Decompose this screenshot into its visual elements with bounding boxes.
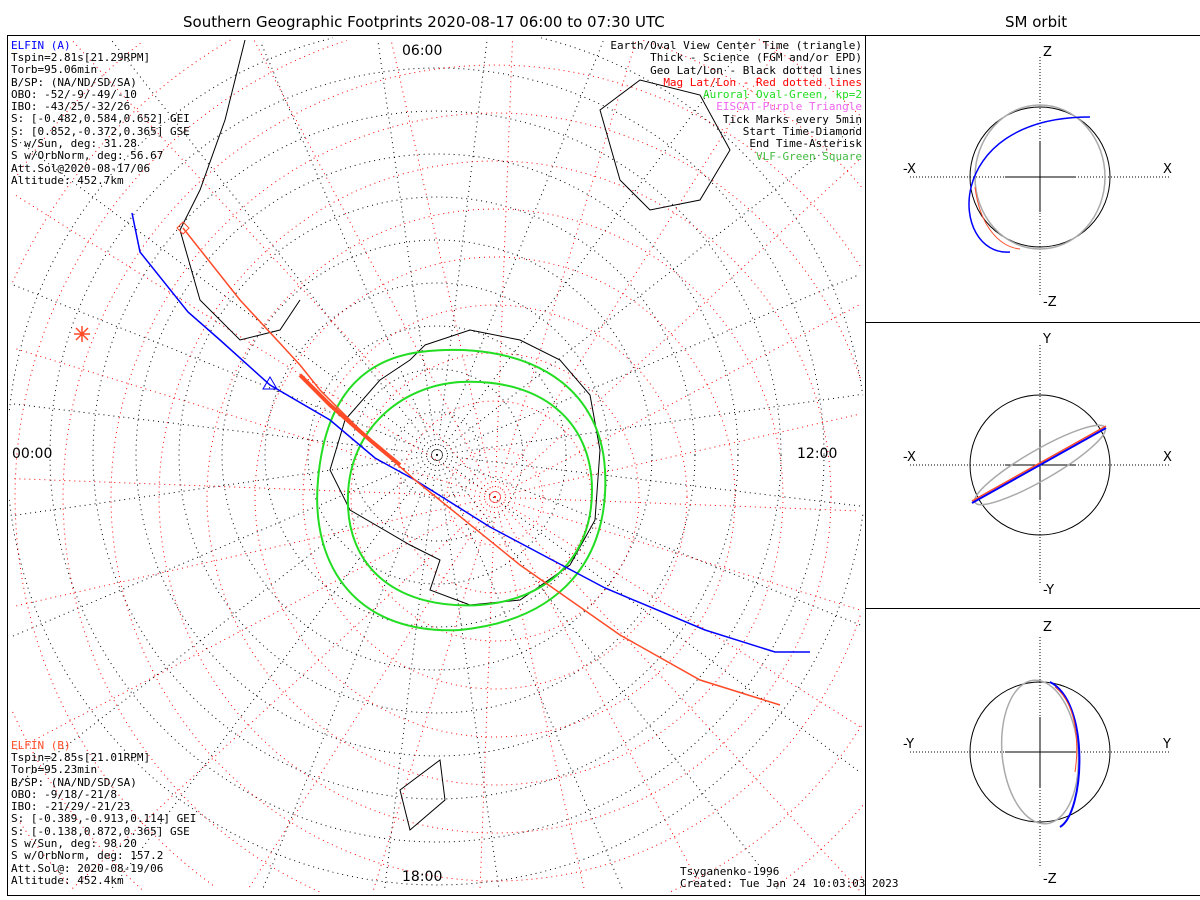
panel3-right: Y <box>1163 737 1171 752</box>
elfin-a-info-line: Altitude: 452.7km <box>11 173 124 187</box>
legend-item: Geo Lat/Lon - Black dotted lines <box>650 63 862 77</box>
yz-orbit <box>910 637 1170 867</box>
sm-orbit-panels <box>910 57 1170 867</box>
hour-label-top: 06:00 <box>402 43 443 59</box>
australia-coastline <box>599 79 731 211</box>
elfin-a-info-line: S w/Sun, deg: 31.28 <box>11 137 137 151</box>
panel2-bottom: -Y <box>1043 583 1055 598</box>
elfin-b-info-line: Torb=95.23min <box>11 763 98 777</box>
legend-item: EISCAT-Purple Triangle <box>716 100 862 114</box>
mag-grid <box>10 36 864 894</box>
xz-orbit <box>910 57 1170 297</box>
elfin-a-info-line: OBO: -52/-9/-49/-10 <box>11 87 137 101</box>
elfin-b-info-line: S: [-0.389,-0.913,0.114] GEI <box>11 812 197 826</box>
elfin-a-info-line: Tspin=2.81s[21.29RPM] <box>11 51 151 64</box>
model-label: Tsyganenko-1996 <box>680 865 780 878</box>
panel1-top: Z <box>1043 45 1052 60</box>
elfin-b-info-line: Altitude: 452.4km <box>11 873 124 887</box>
side-title: SM orbit <box>1005 13 1068 31</box>
elfin-b-info-line: S: [-0.138,0.872,0.365] GSE <box>11 824 190 838</box>
hour-label-left: 00:00 <box>12 446 53 462</box>
created-label: Created: Tue Jan 24 10:03:03 2023 <box>680 877 899 890</box>
elfin-a-name: ELFIN (A) <box>11 39 71 52</box>
panel1-right: X <box>1163 162 1172 177</box>
legend-item: Start Time-Diamond <box>742 125 862 139</box>
auroral-oval-outer <box>316 348 607 632</box>
geo-grid <box>8 37 865 892</box>
legend-item: End Time-Asterisk <box>749 137 862 151</box>
xy-orbit <box>910 345 1170 585</box>
auroral-oval-inner <box>346 380 594 607</box>
hour-label-bottom: 18:00 <box>402 869 443 885</box>
elfin-b-science-segment <box>298 373 402 467</box>
elfin-a-info-line: B/SP: (NA/ND/SD/SA) <box>11 75 137 89</box>
legend-item: Auroral Oval-Green, kp=2 <box>703 88 862 102</box>
elfin-a-info-line: S w/OrbNorm, deg: 56.67 <box>11 149 164 163</box>
legend-item: Mag Lat/Lon - Red dotted lines <box>663 75 862 89</box>
elfin-a-info-line: IBO: -43/25/-32/26 <box>11 100 131 114</box>
eiscat-asterisk <box>74 326 90 342</box>
panel1-left: -X <box>903 162 916 177</box>
elfin-a-info: Tspin=2.81s[21.29RPM] Torb=95.06min B/SP: … <box>11 51 190 187</box>
elfin-b-info-line: Tspin=2.85s[21.01RPM] <box>11 751 151 764</box>
elfin-b-info-line: B/SP: (NA/ND/SD/SA) <box>11 775 137 789</box>
elfin-b-info-line: IBO: -21/29/-21/23 <box>11 800 131 814</box>
legend-item: VLF-Green Square <box>756 149 862 163</box>
new-zealand-coastline <box>399 759 446 831</box>
elfin-b-track <box>182 227 781 706</box>
panel-yz <box>865 608 1200 896</box>
panel2-top: Y <box>1043 332 1051 347</box>
elfin-a-info-line: S: [-0.482,0.584,0.652] GEI <box>11 112 190 126</box>
view-center-triangle <box>262 376 278 390</box>
elfin-a-track <box>131 212 810 653</box>
legend-item: Tick Marks every 5min <box>722 112 862 126</box>
elfin-b-name: ELFIN (B) <box>11 739 71 752</box>
legend-item: Thick - Science (FGM and/or EPD) <box>650 51 862 65</box>
elfin-b-info-line: S w/OrbNorm, deg: 157.2 <box>11 849 164 863</box>
panel3-left: -Y <box>903 737 915 752</box>
elfin-a-info-line: Att.Sol@2020-08-17/06 <box>11 161 151 175</box>
legend-item: Earth/Oval View Center Time (triangle) <box>610 39 862 52</box>
panel3-top: Z <box>1043 620 1052 635</box>
elfin-b-info: Tspin=2.85s[21.01RPM] Torb=95.23min B/SP: … <box>11 751 197 887</box>
panel2-left: -X <box>903 450 916 465</box>
elfin-b-info-line: OBO: -9/18/-21/8 <box>11 787 117 801</box>
panel2-right: X <box>1163 450 1172 465</box>
legend: Earth/Oval View Center Time (triangle) Th… <box>610 39 862 163</box>
south-america-coastline <box>179 39 301 341</box>
elfin-b-info-line: S w/Sun, deg: 98.20 <box>11 837 137 851</box>
hour-label-right: 12:00 <box>797 446 838 462</box>
elfin-b-info-line: Att.Sol@: 2020-08-19/06 <box>11 861 164 875</box>
elfin-b-start-diamond <box>176 221 190 235</box>
panel3-bottom: -Z <box>1043 872 1057 887</box>
elfin-a-info-line: Torb=95.06min <box>11 63 98 77</box>
panel1-bottom: -Z <box>1043 295 1057 310</box>
main-title: Southern Geographic Footprints 2020-08-1… <box>183 13 665 31</box>
elfin-a-info-line: S: [0.852,-0.372,0.365] GSE <box>11 124 190 138</box>
